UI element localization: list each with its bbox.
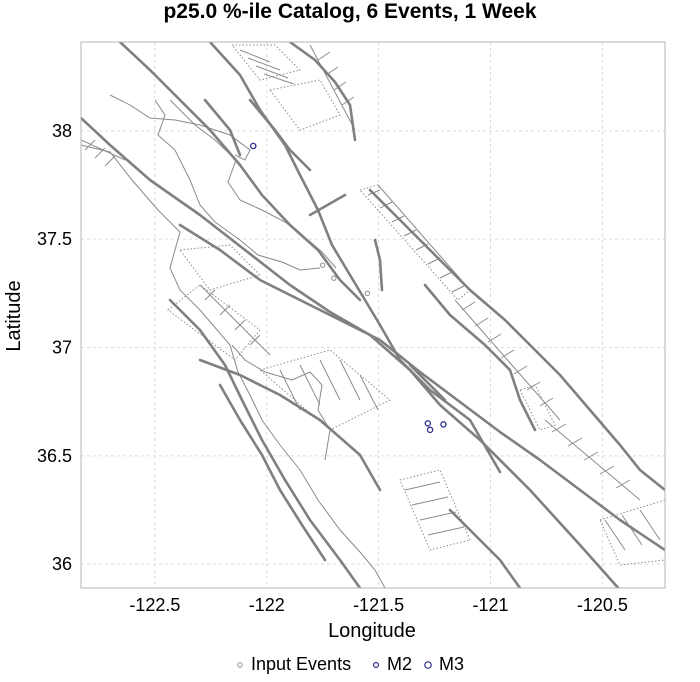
bay-shore-west — [154, 99, 321, 271]
monterey-bay-shore — [231, 344, 331, 461]
coastline-layer — [81, 94, 386, 588]
fault-segment-e — [448, 508, 522, 588]
event-point-input-events — [331, 275, 337, 281]
legend-label-input-events: Input Events — [251, 654, 351, 674]
fault-hosgri — [218, 383, 327, 562]
fault-segment-d — [408, 363, 447, 402]
event-point-input-events — [364, 290, 371, 297]
y-tick-labels: 36 36.5 37 37.5 38 — [37, 121, 72, 574]
fault-map — [81, 42, 665, 588]
legend-label-m2: M2 — [387, 654, 412, 674]
chart-title: p25.0 %-ile Catalog, 6 Events, 1 Week — [163, 0, 536, 23]
fault-san-gregorio — [168, 298, 362, 588]
x-tick-label: -121.5 — [353, 595, 404, 615]
x-tick-label: -122.5 — [129, 595, 180, 615]
fault-greenville — [288, 42, 357, 142]
y-axis-label: Latitude — [3, 280, 25, 351]
y-tick-label: 36.5 — [37, 446, 72, 466]
plot-frame — [80, 41, 666, 589]
event-point-m2 — [250, 142, 257, 150]
fault-rinconada — [368, 188, 665, 492]
x-tick-label: -122 — [249, 595, 285, 615]
fault-san-andreas — [81, 116, 620, 588]
fault-sargent — [178, 223, 665, 552]
legend-marker-input-events — [237, 662, 243, 668]
legend-marker-m2 — [373, 661, 380, 668]
legend-label-m3: M3 — [439, 654, 464, 674]
legend: Input Events M2 M3 — [237, 654, 464, 674]
y-tick-label: 37 — [52, 338, 72, 358]
fault-segment-f — [248, 98, 312, 172]
fault-segment-c — [373, 238, 384, 292]
x-tick-label: -121 — [472, 595, 508, 615]
x-tick-labels: -122.5 -122 -121.5 -121 -120.5 — [129, 595, 628, 615]
fault-segment-a — [203, 98, 242, 157]
event-point-input-events — [319, 262, 326, 268]
event-point-m2 — [424, 420, 432, 427]
y-tick-label: 36 — [52, 554, 72, 574]
fault-zayante — [198, 358, 382, 492]
y-tick-label: 37.5 — [37, 229, 72, 249]
legend-marker-m3 — [424, 661, 432, 669]
delta-shore — [109, 94, 251, 161]
fault-hayward — [118, 42, 362, 302]
fault-traces — [81, 42, 665, 588]
x-axis-label: Longitude — [328, 620, 416, 642]
event-markers — [250, 142, 447, 434]
event-point-m2 — [426, 426, 434, 434]
event-point-m2 — [440, 421, 447, 428]
fault-segment-b — [308, 193, 347, 217]
fault-ortigalita — [423, 283, 537, 432]
y-tick-label: 38 — [52, 121, 72, 141]
coastline-west — [81, 144, 386, 588]
x-tick-label: -120.5 — [577, 595, 628, 615]
